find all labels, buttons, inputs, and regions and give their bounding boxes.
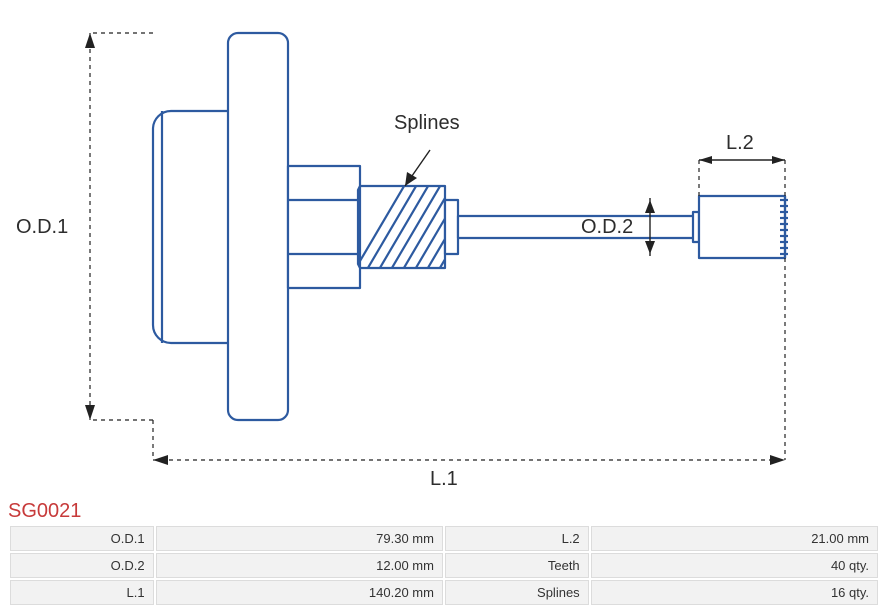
table-row: O.D.179.30 mmL.221.00 mm xyxy=(10,526,878,551)
spec-val: 21.00 mm xyxy=(591,526,878,551)
spec-key: Splines xyxy=(445,580,589,605)
label-od2: O.D.2 xyxy=(581,216,633,239)
spec-key: O.D.1 xyxy=(10,526,154,551)
spec-val: 12.00 mm xyxy=(156,553,443,578)
label-l1: L.1 xyxy=(430,468,458,491)
label-l2: L.2 xyxy=(726,132,754,155)
spec-val: 40 qty. xyxy=(591,553,878,578)
part-drawing xyxy=(0,0,889,500)
spec-key: O.D.2 xyxy=(10,553,154,578)
part-code: SG0021 xyxy=(8,500,81,523)
spec-val: 140.20 mm xyxy=(156,580,443,605)
spec-key: L.2 xyxy=(445,526,589,551)
diagram-area: O.D.1 Splines O.D.2 L.2 L.1 xyxy=(0,0,889,500)
spec-val: 79.30 mm xyxy=(156,526,443,551)
label-od1: O.D.1 xyxy=(16,216,68,239)
spec-table: O.D.179.30 mmL.221.00 mmO.D.212.00 mmTee… xyxy=(8,524,880,607)
label-splines: Splines xyxy=(394,112,460,135)
spec-key: Teeth xyxy=(445,553,589,578)
table-row: O.D.212.00 mmTeeth40 qty. xyxy=(10,553,878,578)
spec-val: 16 qty. xyxy=(591,580,878,605)
table-row: L.1140.20 mmSplines16 qty. xyxy=(10,580,878,605)
spec-key: L.1 xyxy=(10,580,154,605)
